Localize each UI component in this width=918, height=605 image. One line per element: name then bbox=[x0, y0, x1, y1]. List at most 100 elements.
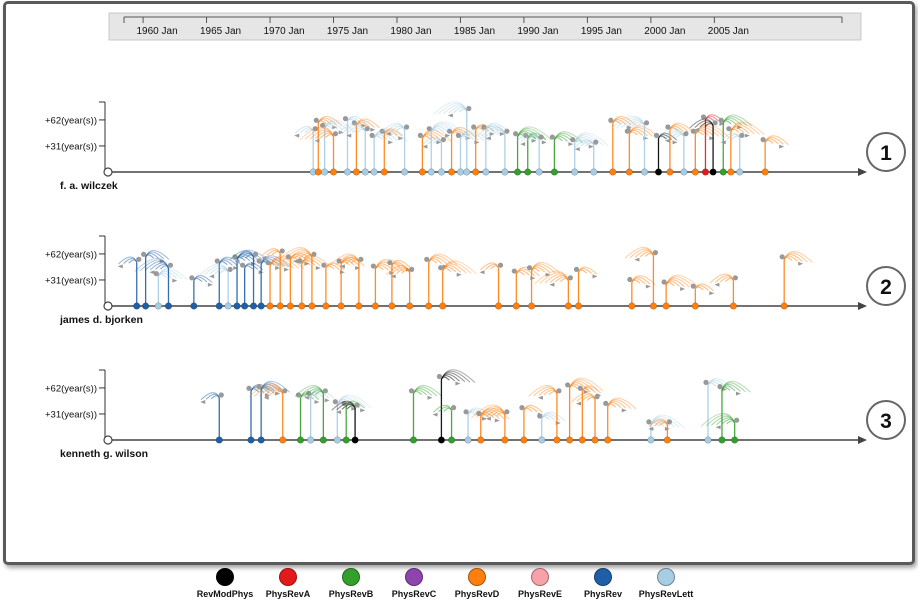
citation-arc bbox=[669, 122, 694, 133]
paper-top-node bbox=[285, 254, 291, 260]
citation-arrow bbox=[370, 127, 376, 132]
citation-arc bbox=[538, 387, 558, 396]
citation-arrow bbox=[499, 132, 505, 136]
paper-mark bbox=[351, 118, 381, 176]
paper-dot bbox=[406, 302, 414, 310]
citation-arc bbox=[517, 129, 542, 140]
citation-arc bbox=[336, 122, 366, 135]
citation-arc bbox=[145, 251, 165, 260]
paper-mark bbox=[417, 129, 452, 176]
paper-dot bbox=[190, 302, 198, 310]
citation-arc bbox=[544, 273, 569, 284]
citation-arrow bbox=[645, 284, 651, 289]
citation-arc bbox=[412, 385, 443, 397]
paper-dot bbox=[553, 436, 561, 444]
citation-arc bbox=[648, 419, 668, 427]
citation-arc bbox=[730, 124, 755, 135]
paper-dot bbox=[472, 168, 480, 176]
paper-top-node bbox=[661, 279, 667, 285]
citation-arc bbox=[486, 128, 506, 137]
citation-arc bbox=[714, 274, 734, 283]
paper-top-node bbox=[565, 382, 571, 388]
paper-mark bbox=[321, 262, 345, 310]
paper-top-node bbox=[265, 260, 271, 266]
citation-arc bbox=[722, 114, 753, 127]
citation-arrow bbox=[360, 408, 366, 413]
paper-mark bbox=[261, 248, 285, 310]
citation-arc bbox=[569, 380, 594, 391]
citation-arc bbox=[440, 372, 466, 383]
paper-dot bbox=[501, 168, 509, 176]
legend-item-physrevd: PhysRevD bbox=[442, 568, 512, 599]
citation-arrow bbox=[625, 127, 631, 132]
paper-mark bbox=[523, 132, 547, 176]
citation-arc bbox=[480, 412, 495, 419]
citation-arc bbox=[650, 416, 680, 428]
paper-mark bbox=[471, 124, 495, 176]
citation-arrow bbox=[207, 282, 213, 287]
paper-dot bbox=[691, 168, 699, 176]
author-panel-1: +31(year(s)) +62(year(s)) f. a. wilczek 1 bbox=[45, 101, 906, 192]
paper-dot bbox=[512, 302, 520, 310]
citation-arrow bbox=[314, 400, 320, 404]
citation-arc bbox=[157, 272, 172, 279]
citation-arc bbox=[301, 259, 316, 266]
paper-top-node bbox=[364, 126, 370, 132]
citation-arc bbox=[373, 134, 388, 141]
citation-arc bbox=[486, 408, 506, 417]
paper-dot bbox=[590, 168, 598, 176]
paper-top-node bbox=[153, 271, 159, 277]
paper-mark bbox=[760, 135, 789, 176]
citation-arc bbox=[421, 134, 436, 141]
citation-arc bbox=[569, 379, 599, 391]
citation-arc bbox=[730, 122, 760, 135]
citation-arrow bbox=[351, 406, 357, 411]
citation-arc bbox=[660, 129, 685, 140]
time-axis-tick-label: 1990 Jan bbox=[517, 26, 558, 37]
paper-top-node bbox=[504, 128, 510, 134]
citation-arc bbox=[440, 370, 471, 383]
paper-mark bbox=[627, 275, 656, 310]
citation-arc bbox=[412, 387, 433, 396]
paper-top-node bbox=[342, 116, 349, 122]
citation-arc bbox=[383, 128, 403, 137]
paper-mark bbox=[385, 265, 415, 310]
citation-arc bbox=[341, 124, 366, 135]
paper-top-node bbox=[424, 256, 430, 262]
legend-label: PhysRevD bbox=[454, 589, 500, 599]
citation-arc bbox=[665, 276, 695, 289]
citation-arrow bbox=[338, 130, 344, 135]
paper-top-node bbox=[312, 126, 318, 132]
paper-mark bbox=[537, 411, 566, 444]
citation-arrow bbox=[489, 132, 495, 136]
citation-arrow bbox=[432, 412, 438, 417]
citation-arc bbox=[475, 124, 495, 133]
citation-arc bbox=[625, 119, 646, 128]
y-axis-tick-label: +31(year(s)) bbox=[45, 275, 97, 286]
paper-top-node bbox=[279, 248, 285, 254]
paper-dot bbox=[691, 302, 699, 310]
citation-arc bbox=[581, 386, 596, 393]
citation-arrow bbox=[541, 140, 547, 145]
timeline-arrow bbox=[858, 168, 867, 176]
paper-dot bbox=[731, 436, 739, 444]
paper-dot bbox=[371, 302, 380, 310]
paper-mark bbox=[240, 262, 264, 310]
citation-arc bbox=[266, 249, 281, 256]
paper-top-node bbox=[511, 268, 517, 274]
paper-top-node bbox=[282, 388, 288, 394]
citation-arc bbox=[422, 136, 442, 145]
citation-arrow bbox=[568, 142, 574, 147]
citation-arc bbox=[355, 121, 370, 128]
citation-arc bbox=[665, 277, 690, 288]
paper-top-node bbox=[526, 265, 533, 271]
citation-arc bbox=[669, 124, 689, 133]
citation-arrow bbox=[263, 395, 269, 400]
y-axis-tick-label: +31(year(s)) bbox=[45, 141, 97, 152]
citation-arc bbox=[515, 266, 541, 277]
citation-arc bbox=[330, 253, 360, 266]
citation-arc bbox=[355, 118, 381, 129]
paper-dot bbox=[649, 302, 658, 310]
panel-badge-number: 3 bbox=[880, 410, 892, 433]
y-axis-tick-label: +62(year(s)) bbox=[45, 115, 97, 126]
